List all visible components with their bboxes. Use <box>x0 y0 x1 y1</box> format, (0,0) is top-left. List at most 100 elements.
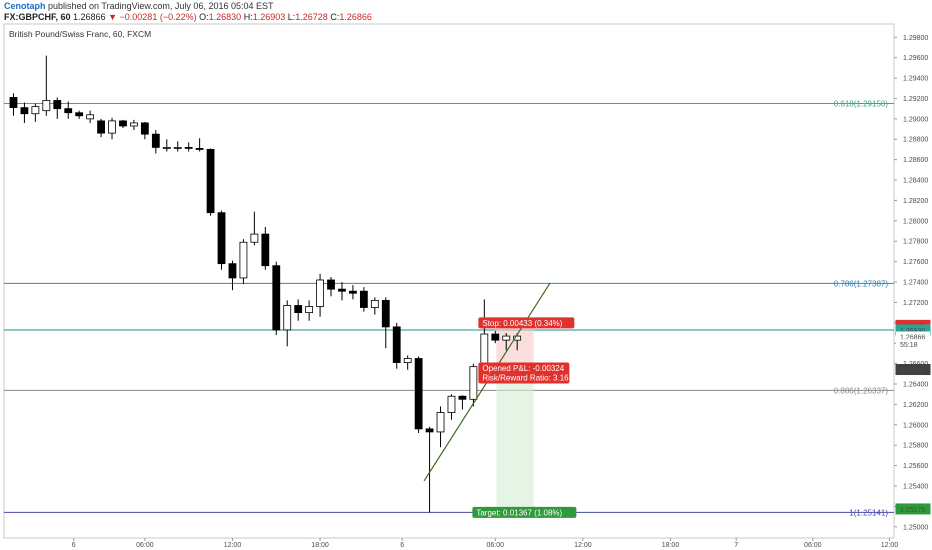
y-tick-label-3: 1.29200 <box>903 96 928 103</box>
candle-body[interactable] <box>272 265 281 331</box>
high-label: H: <box>243 12 253 22</box>
candle-body[interactable] <box>206 149 215 214</box>
y-tick-label-2: 1.29400 <box>903 76 928 83</box>
candle-body[interactable] <box>184 147 193 149</box>
candle-body[interactable] <box>228 263 237 279</box>
candle-body[interactable] <box>97 120 105 134</box>
candle-body[interactable] <box>9 97 18 109</box>
candle-body[interactable] <box>316 279 324 307</box>
x-tick-label-3: 18:00 <box>311 542 329 549</box>
candle-body[interactable] <box>305 306 314 314</box>
open-value: 1.26830 <box>208 12 242 22</box>
candle-body[interactable] <box>381 299 390 328</box>
x-tick-label-2: 12:00 <box>224 542 242 549</box>
chart-header: Cenotaph published on TradingView.com, J… <box>0 0 932 24</box>
price-label-box-2 <box>896 331 930 342</box>
quote-line: FX:GBPCHF, 60 1.26866 ▼ −0.00281 (−0.22%… <box>4 12 372 23</box>
candle-body[interactable] <box>250 233 259 243</box>
down-arrow-icon: ▼ <box>108 12 118 22</box>
price-label-1: 1.26930 <box>900 328 925 335</box>
candle-body[interactable] <box>338 288 346 292</box>
target-zone[interactable] <box>496 369 534 509</box>
y-tick-label-9: 1.28000 <box>903 218 928 225</box>
price-label-5: 1.25175 <box>900 507 925 514</box>
low-value: 1.26728 <box>295 12 328 22</box>
candle-body[interactable] <box>195 148 204 150</box>
candle-body[interactable] <box>480 333 489 368</box>
y-tick-label-4: 1.29000 <box>903 116 928 123</box>
y-tick-label-17: 1.26400 <box>903 382 928 389</box>
rr-label: Risk/Reward Ratio: 3.16 <box>482 374 569 383</box>
candle-body[interactable] <box>20 107 29 115</box>
candle-body[interactable] <box>414 358 423 430</box>
candle-body[interactable] <box>294 305 303 314</box>
symbol-label[interactable]: FX:GBPCHF, 60 <box>4 12 71 22</box>
publish-line: Cenotaph published on TradingView.com, J… <box>4 1 274 12</box>
x-tick-label-5: 06:00 <box>487 542 505 549</box>
price-label-3: 55:18 <box>900 342 918 349</box>
candle-body[interactable] <box>261 233 270 267</box>
pl-label-box <box>478 362 570 384</box>
price-change: −0.00281 (−0.22%) <box>119 12 197 22</box>
candle-body[interactable] <box>64 108 73 114</box>
candle-body[interactable] <box>425 428 434 433</box>
candle-body[interactable] <box>447 395 456 413</box>
author-link[interactable]: Cenotaph <box>4 1 46 11</box>
candle-body[interactable] <box>42 100 51 112</box>
x-tick-label-8: 7 <box>734 542 738 549</box>
candle-body[interactable] <box>119 120 127 127</box>
x-tick-label-7: 18:00 <box>662 542 680 549</box>
candle-body[interactable] <box>31 106 40 115</box>
candle-body[interactable] <box>217 212 226 265</box>
y-tick-label-7: 1.28400 <box>903 178 928 185</box>
x-tick-label-4: 6 <box>400 542 404 549</box>
low-label: L: <box>287 12 296 22</box>
x-tick-label-0: 6 <box>72 542 76 549</box>
candle-body[interactable] <box>436 412 445 433</box>
open-label: O: <box>199 12 209 22</box>
y-tick-label-19: 1.26000 <box>903 422 928 429</box>
y-tick-label-10: 1.27800 <box>903 239 928 246</box>
candle-body[interactable] <box>140 122 149 135</box>
candle-body[interactable] <box>151 133 160 148</box>
price-label-box-5 <box>895 503 931 515</box>
y-tick-label-18: 1.26200 <box>903 402 928 409</box>
target-label: Target: 0.01367 (1.08%) <box>476 508 562 517</box>
candle-body[interactable] <box>283 305 292 331</box>
publish-info: published on TradingView.com, July 06, 2… <box>48 1 274 11</box>
candle-body[interactable] <box>370 299 379 308</box>
fib-level-label-3: 1(1.25141) <box>849 508 888 517</box>
fib-level-label-2: 0.886(1.26337) <box>834 386 889 395</box>
candle-body[interactable] <box>359 290 368 308</box>
candle-body[interactable] <box>75 112 84 117</box>
candle-body[interactable] <box>403 358 412 363</box>
candle-body[interactable] <box>239 241 248 279</box>
price-label-2: 1.26866 <box>900 334 925 341</box>
candle-body[interactable] <box>469 366 478 400</box>
y-tick-label-12: 1.27400 <box>903 280 928 287</box>
stop-zone[interactable] <box>496 325 534 370</box>
candle-body[interactable] <box>162 147 171 149</box>
candle-body[interactable] <box>130 122 138 127</box>
candle-body[interactable] <box>327 279 335 290</box>
candle-body[interactable] <box>86 114 95 120</box>
candle-body[interactable] <box>502 335 511 341</box>
target-label-box <box>472 506 577 518</box>
stop-label-box <box>478 317 575 329</box>
candle-body[interactable] <box>392 326 401 363</box>
stop-label: Stop: 0.00433 (0.34%) <box>482 319 562 328</box>
candle-body[interactable] <box>491 333 500 341</box>
candle-body[interactable] <box>349 290 357 294</box>
candle-body[interactable] <box>173 147 182 149</box>
candle-body[interactable] <box>108 120 116 134</box>
y-tick-label-1: 1.29600 <box>903 55 928 62</box>
x-tick-label-6: 12:00 <box>574 542 592 549</box>
candle-body[interactable] <box>53 100 62 110</box>
y-tick-label-5: 1.28800 <box>903 137 928 144</box>
y-tick-label-21: 1.25600 <box>903 463 928 470</box>
candle-body[interactable] <box>513 335 522 341</box>
y-tick-label-13: 1.27200 <box>903 300 928 307</box>
x-tick-label-9: 06:00 <box>804 542 822 549</box>
candle-body[interactable] <box>458 395 467 400</box>
